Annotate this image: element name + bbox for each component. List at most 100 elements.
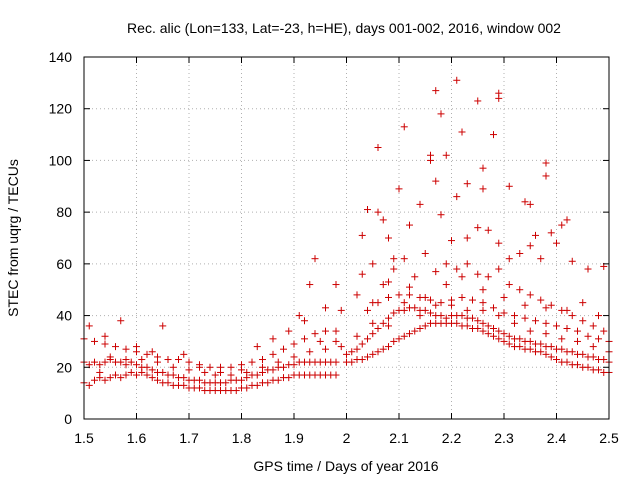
y-tick-label: 120: [49, 101, 73, 117]
data-point: [85, 381, 93, 389]
data-point: [537, 340, 545, 348]
data-point: [532, 231, 539, 239]
data-point: [122, 356, 130, 364]
data-point: [316, 337, 324, 345]
data-point: [395, 185, 403, 193]
data-point: [353, 345, 361, 353]
data-point: [154, 358, 161, 366]
data-point: [411, 304, 419, 312]
data-point: [406, 221, 413, 229]
data-point: [175, 356, 182, 364]
data-point: [369, 299, 377, 307]
data-point: [521, 314, 529, 322]
data-point: [280, 363, 287, 371]
data-point: [101, 332, 109, 340]
data-point: [500, 337, 508, 345]
data-point: [127, 368, 135, 376]
data-point: [500, 330, 508, 338]
data-point: [516, 335, 524, 343]
data-point: [516, 250, 524, 258]
data-point: [169, 371, 177, 379]
data-point: [584, 363, 592, 371]
data-point: [390, 309, 398, 317]
data-point: [143, 363, 151, 371]
data-point: [406, 291, 413, 299]
data-point: [337, 343, 345, 351]
data-point: [196, 384, 203, 392]
data-point: [474, 97, 482, 105]
data-point: [526, 200, 534, 208]
data-point: [201, 368, 209, 376]
data-point: [463, 322, 471, 330]
data-point: [164, 356, 172, 364]
data-point: [579, 350, 587, 358]
data-point: [595, 312, 602, 320]
data-point: [143, 371, 151, 379]
data-point: [117, 358, 125, 366]
data-point: [421, 306, 429, 314]
data-point: [442, 314, 450, 322]
data-point: [311, 255, 319, 263]
data-point: [169, 363, 177, 371]
data-point: [600, 356, 608, 364]
data-point: [385, 278, 392, 286]
data-point: [148, 374, 156, 382]
data-point: [421, 250, 429, 258]
data-point: [400, 255, 408, 263]
data-point: [547, 353, 555, 361]
data-point: [516, 286, 524, 294]
x-tick-label: 1.7: [179, 430, 199, 446]
data-point: [547, 301, 555, 309]
data-point: [133, 371, 140, 379]
data-point: [469, 296, 476, 304]
data-point: [421, 322, 429, 330]
x-tick-label: 2.5: [599, 430, 619, 446]
data-point: [463, 306, 471, 314]
data-point: [206, 363, 214, 371]
data-point: [379, 319, 387, 327]
data-point: [280, 345, 287, 353]
data-point: [474, 325, 482, 332]
x-axis: 1.5 1.6 1.7 1.8 1.9 2 2.1 2.2 2.3 2.4 2.5: [74, 57, 619, 446]
data-point: [232, 387, 240, 395]
data-point: [458, 293, 466, 301]
data-point: [253, 371, 261, 379]
y-tick-label: 100: [49, 152, 73, 168]
data-point: [479, 286, 487, 294]
data-point: [101, 340, 109, 348]
data-point: [369, 350, 377, 358]
data-point: [542, 330, 550, 338]
data-point: [542, 159, 550, 167]
data-point: [133, 343, 140, 351]
data-point: [574, 327, 581, 335]
data-point: [421, 293, 429, 301]
data-point: [285, 374, 293, 382]
data-point: [358, 231, 366, 239]
data-point: [379, 281, 387, 289]
y-tick-label: 0: [64, 411, 72, 427]
data-point: [353, 332, 361, 340]
data-point: [301, 317, 308, 325]
data-point: [269, 350, 277, 358]
data-point: [495, 265, 503, 273]
data-point: [442, 260, 450, 268]
data-point: [589, 343, 597, 351]
data-point: [106, 374, 114, 382]
y-tick-label: 40: [56, 308, 72, 324]
data-point: [385, 343, 392, 351]
data-point: [290, 353, 298, 361]
data-point: [138, 356, 146, 364]
data-point: [563, 306, 571, 314]
data-point: [369, 319, 377, 327]
data-point: [238, 376, 245, 384]
data-point: [348, 348, 356, 356]
data-point: [484, 330, 492, 338]
data-point: [101, 376, 109, 384]
data-point: [442, 281, 450, 289]
data-point: [427, 296, 434, 304]
data-point: [159, 322, 167, 330]
data-point: [400, 299, 408, 307]
data-point: [290, 340, 298, 348]
data-point: [322, 304, 329, 312]
data-point: [196, 363, 203, 371]
